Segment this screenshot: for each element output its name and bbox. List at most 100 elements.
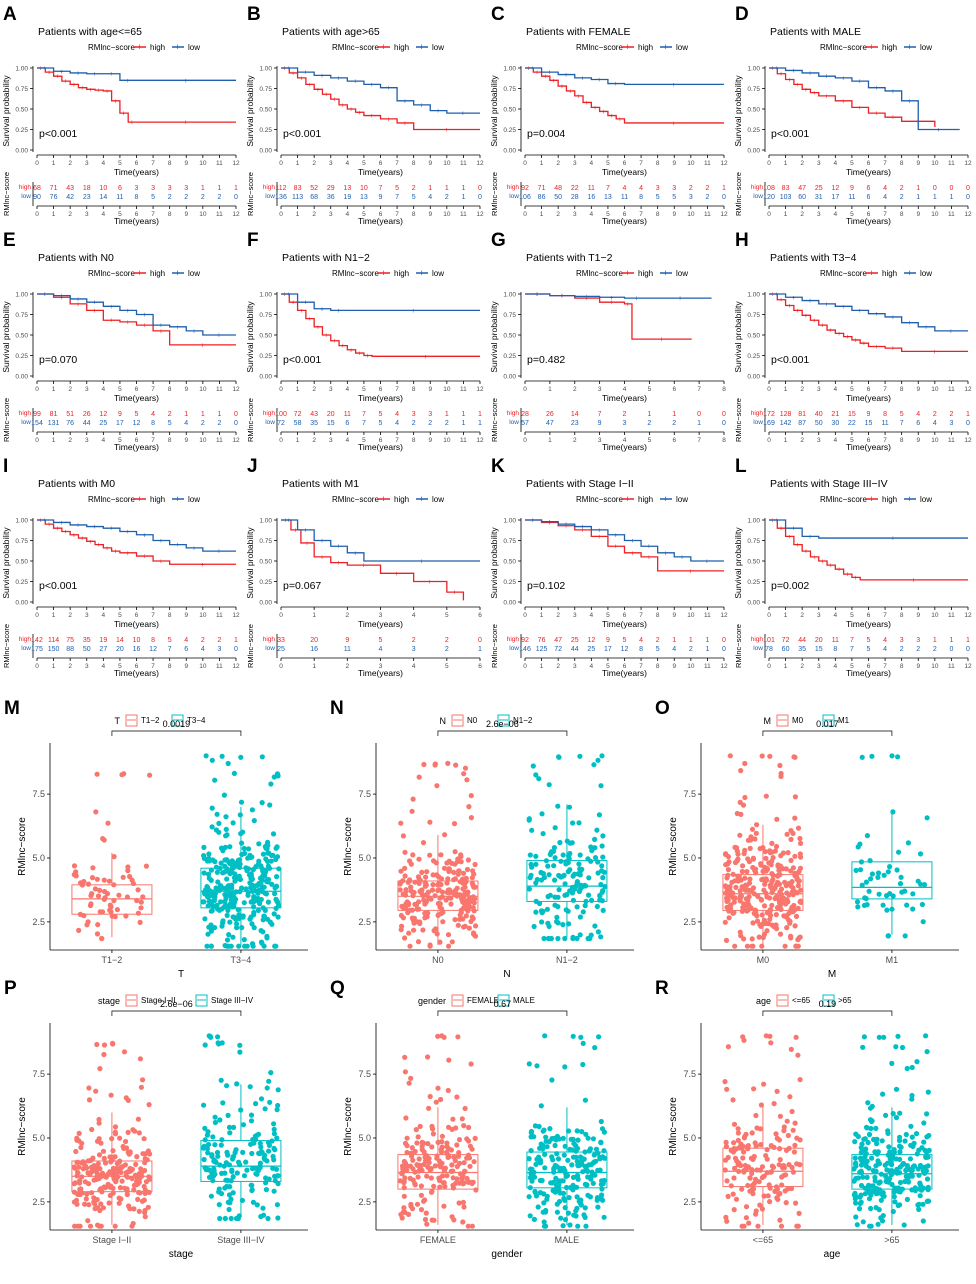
jitter-point bbox=[732, 878, 738, 884]
y-tick-label: 1.00 bbox=[259, 518, 272, 525]
jitter-point bbox=[579, 1161, 585, 1167]
risk-x-tick-label: 4 bbox=[346, 211, 350, 218]
km-curve-low bbox=[769, 293, 968, 332]
jitter-point bbox=[137, 919, 143, 926]
risk-x-tick-label: 2 bbox=[346, 663, 350, 670]
jitter-point bbox=[924, 1134, 930, 1140]
risk-cell-low: 136 bbox=[275, 194, 287, 201]
x-tick-label: 4 bbox=[102, 612, 106, 619]
panel-title: Patients with Stage III−IV bbox=[770, 478, 888, 490]
risk-cell-high: 25 bbox=[815, 185, 823, 192]
risk-cell-high: 19 bbox=[99, 637, 107, 644]
risk-cell-low: 7 bbox=[850, 646, 854, 653]
jitter-point bbox=[909, 1187, 915, 1193]
jitter-point bbox=[215, 1153, 221, 1159]
censor-mark: + bbox=[597, 534, 601, 541]
jitter-point bbox=[554, 1209, 561, 1215]
risk-cell-low: 25 bbox=[277, 646, 285, 653]
jitter-point bbox=[755, 1223, 761, 1229]
jitter-point bbox=[437, 1177, 443, 1184]
jitter-point bbox=[565, 1128, 572, 1134]
jitter-point bbox=[595, 929, 602, 935]
censor-mark: + bbox=[59, 295, 63, 302]
jitter-point bbox=[400, 915, 406, 921]
jitter-point bbox=[95, 893, 102, 899]
risk-x-tick-label: 1 bbox=[296, 211, 300, 218]
risk-cell-high: 1 bbox=[705, 637, 709, 644]
risk-cell-low: 0 bbox=[722, 420, 726, 427]
risk-cell-high: 100 bbox=[275, 411, 287, 418]
jitter-point bbox=[569, 1162, 575, 1168]
risk-cell-low: 0 bbox=[966, 420, 970, 427]
x-axis-title: Time(years) bbox=[358, 167, 403, 177]
km-curve-low bbox=[37, 293, 236, 336]
jitter-point bbox=[887, 891, 893, 897]
jitter-point bbox=[600, 854, 606, 860]
jitter-point bbox=[585, 1135, 591, 1141]
x-tick-label: 9 bbox=[672, 612, 676, 619]
jitter-point bbox=[431, 1183, 437, 1189]
jitter-point bbox=[440, 1180, 446, 1186]
risk-cell-low: 142 bbox=[780, 420, 792, 427]
legend-label: T3−4 bbox=[187, 716, 206, 725]
jitter-point bbox=[552, 902, 558, 908]
jitter-point bbox=[98, 1173, 104, 1179]
jitter-point bbox=[89, 1190, 95, 1196]
jitter-point bbox=[220, 918, 226, 924]
risk-cell-low: 2 bbox=[672, 420, 676, 427]
jitter-point bbox=[404, 1135, 410, 1141]
jitter-point bbox=[446, 1057, 452, 1063]
x-tick-label: 5 bbox=[850, 612, 854, 619]
jitter-point bbox=[266, 1148, 272, 1154]
censor-mark: + bbox=[59, 520, 63, 527]
jitter-point bbox=[758, 1102, 765, 1108]
jitter-point bbox=[580, 1040, 586, 1046]
risk-cell-low: 68 bbox=[310, 194, 318, 201]
y-axis-title: Survival probability bbox=[245, 527, 255, 599]
legend-mark-high: + bbox=[381, 494, 386, 504]
jitter-point bbox=[723, 1157, 729, 1163]
jitter-point bbox=[897, 1202, 903, 1208]
km-curve-high bbox=[37, 67, 236, 123]
risk-x-axis-title: Time(years) bbox=[114, 216, 159, 226]
legend-mark-low: + bbox=[419, 42, 424, 52]
censor-mark: + bbox=[618, 116, 622, 123]
jitter-point bbox=[536, 1154, 542, 1160]
jitter-point bbox=[858, 1192, 864, 1198]
risk-x-tick-label: 2 bbox=[68, 663, 72, 670]
censor-mark: + bbox=[614, 81, 618, 88]
jitter-point bbox=[724, 1178, 730, 1184]
x-tick-label: 2 bbox=[556, 612, 560, 619]
jitter-point bbox=[591, 762, 597, 768]
risk-cell-high: 3 bbox=[184, 185, 188, 192]
risk-cell-low: 78 bbox=[765, 646, 773, 653]
jitter-point bbox=[263, 1180, 269, 1186]
jitter-point bbox=[739, 884, 745, 890]
jitter-point bbox=[135, 1196, 141, 1202]
risk-cell-low: 12 bbox=[133, 420, 141, 427]
censor-mark: + bbox=[907, 320, 911, 327]
censor-mark: + bbox=[428, 579, 432, 586]
jitter-point bbox=[786, 910, 792, 916]
jitter-point bbox=[538, 869, 544, 876]
censor-mark: + bbox=[771, 518, 775, 525]
jitter-point bbox=[754, 913, 760, 919]
censor-mark: + bbox=[349, 107, 353, 114]
x-tick-label: 2 bbox=[68, 386, 72, 393]
censor-mark: + bbox=[109, 304, 113, 311]
jitter-point bbox=[74, 1159, 80, 1165]
jitter-point bbox=[570, 873, 576, 879]
risk-cell-low: 5 bbox=[672, 194, 676, 201]
jitter-point bbox=[404, 1149, 410, 1156]
censor-mark: + bbox=[688, 568, 692, 575]
censor-mark: + bbox=[337, 560, 341, 567]
risk-x-tick-label: 8 bbox=[900, 663, 904, 670]
risk-x-tick-label: 1 bbox=[52, 211, 56, 218]
jitter-point bbox=[407, 943, 413, 949]
jitter-point bbox=[218, 899, 224, 905]
x-tick-label: 12 bbox=[476, 160, 484, 167]
y-axis-title: RMlnc−score bbox=[668, 1097, 679, 1156]
jitter-point bbox=[778, 866, 784, 872]
jitter-point bbox=[429, 1144, 435, 1150]
jitter-point bbox=[914, 1059, 920, 1065]
